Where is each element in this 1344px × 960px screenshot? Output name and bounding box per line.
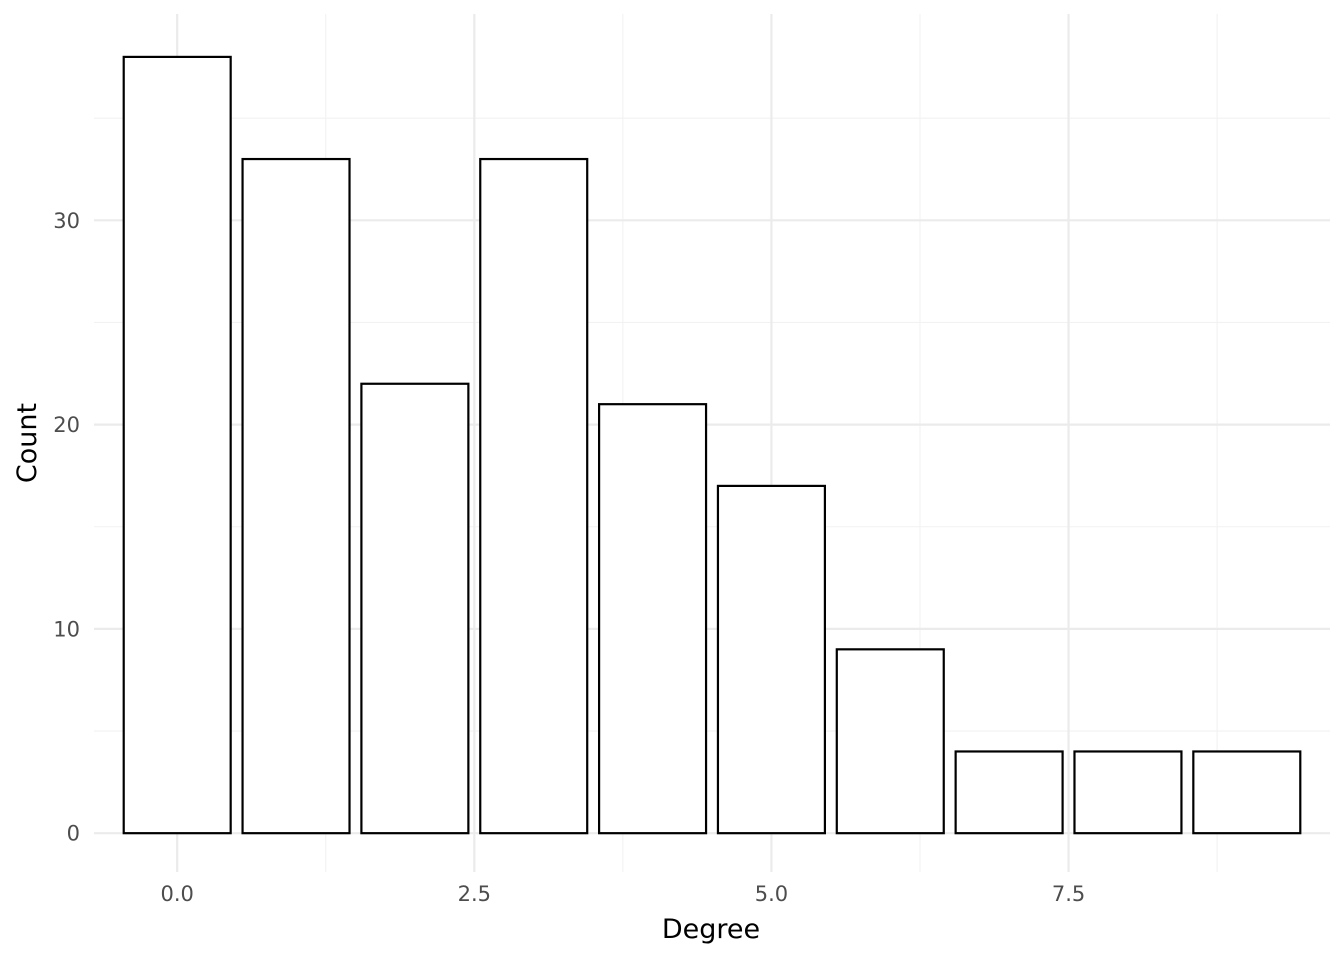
y-axis-title: Count	[12, 403, 43, 483]
x-axis-title: Degree	[662, 914, 760, 945]
x-tick-label: 0.0	[160, 882, 193, 906]
bars	[122, 55, 1302, 835]
bar	[479, 157, 589, 835]
y-axis-tick-labels: 0 10 20 30	[53, 209, 80, 846]
x-tick-label: 5.0	[755, 882, 788, 906]
x-axis-tick-labels: 0.0 2.5 5.0 7.5	[160, 882, 1085, 906]
y-tick-label: 20	[53, 413, 80, 437]
bar	[360, 382, 470, 835]
x-tick-label: 7.5	[1052, 882, 1085, 906]
bar	[597, 403, 708, 835]
bar	[122, 55, 232, 835]
y-tick-label: 30	[53, 209, 80, 233]
y-tick-label: 10	[53, 617, 80, 641]
bar	[954, 750, 1064, 835]
bar	[716, 484, 827, 835]
bar	[1192, 750, 1302, 835]
bar	[241, 157, 351, 835]
bar	[835, 648, 945, 835]
bar	[1073, 750, 1183, 835]
y-tick-label: 0	[67, 822, 80, 846]
x-tick-label: 2.5	[458, 882, 491, 906]
